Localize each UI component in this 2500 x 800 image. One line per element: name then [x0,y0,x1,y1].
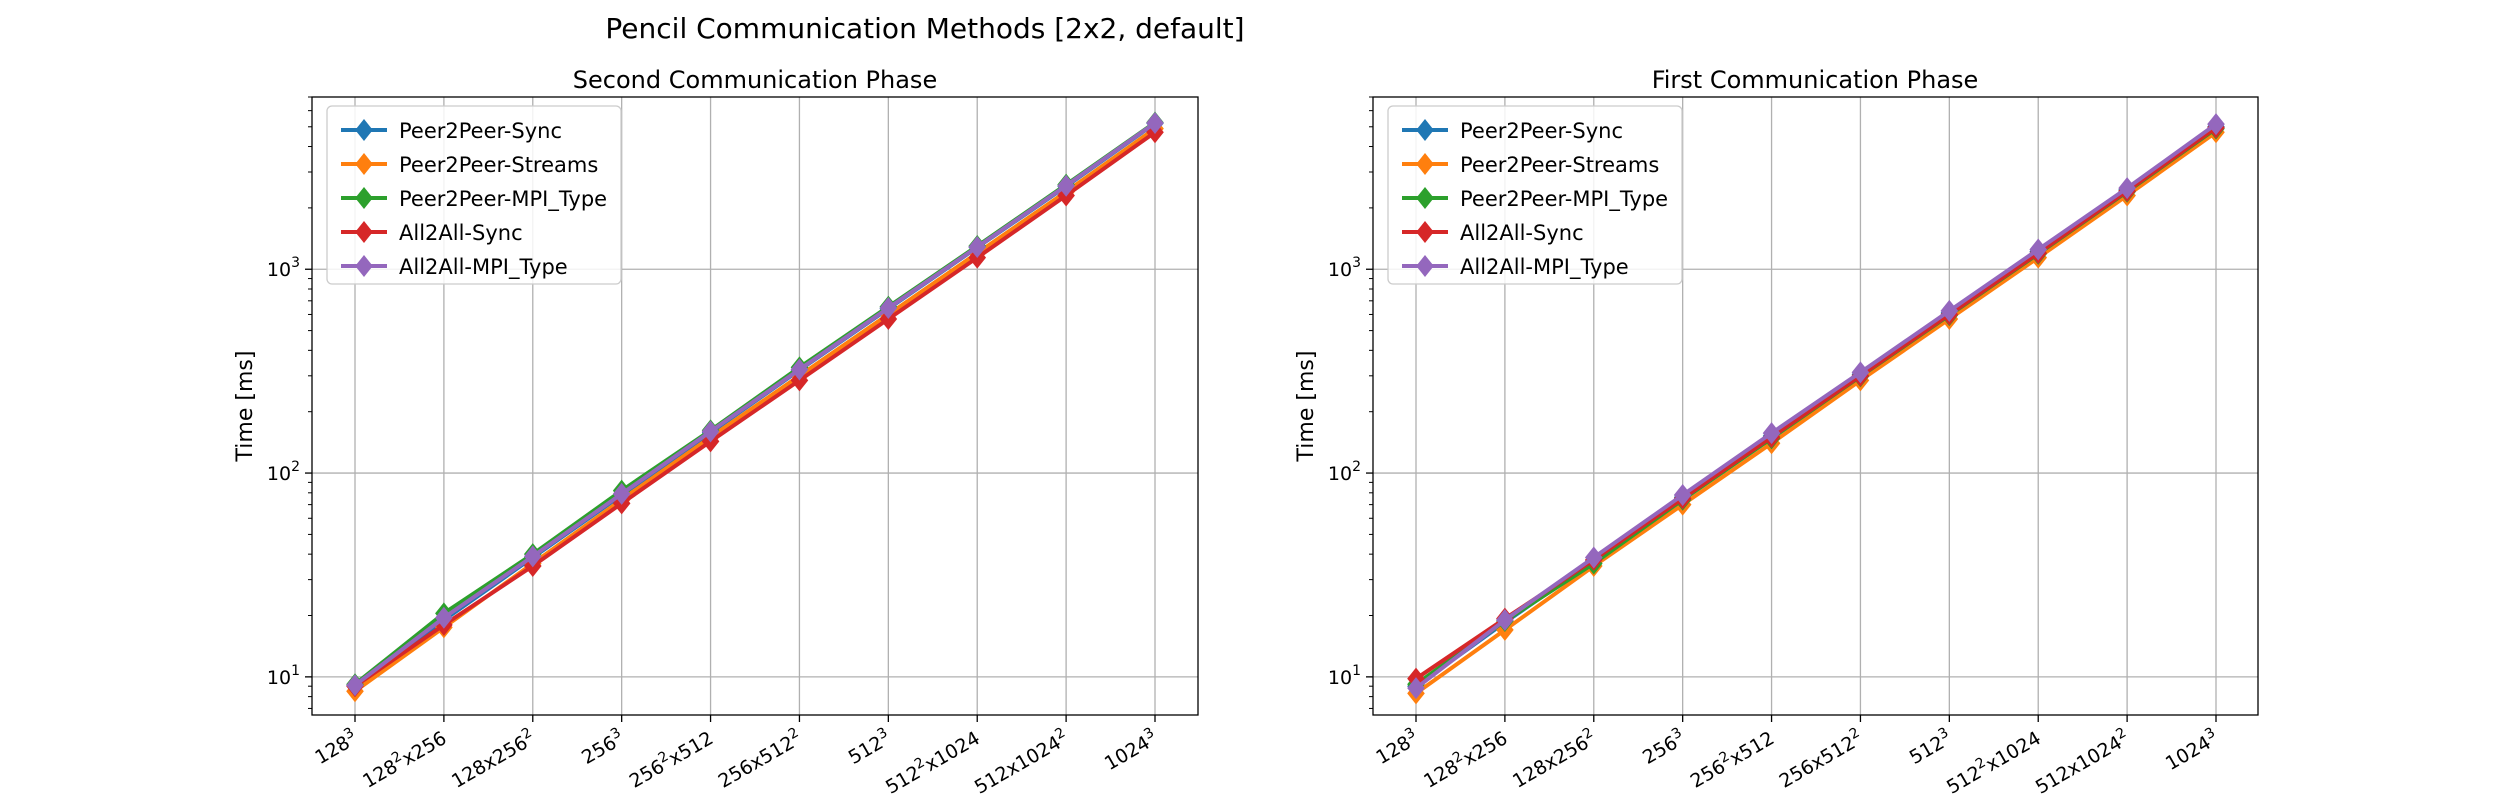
series-group [346,111,1164,703]
legend: Peer2Peer-Sync Peer2Peer-Streams Peer2Peer… [1387,105,1683,285]
x-tick-label: 5123​ [1904,725,1956,769]
legend-marker [355,221,373,243]
data-point [2118,177,2136,200]
legend-label: All2All-MPI_Type [399,255,568,280]
data-point [346,674,364,697]
data-point [1762,422,1781,445]
x-tick-label: 2562​x512 [1685,725,1778,793]
x-tick-label: 1283​ [310,725,362,769]
legend-label: All2All-MPI_Type [1460,255,1629,280]
x-tick-label: 256x5122​ [713,725,806,793]
data-point [2029,238,2048,261]
data-point [435,606,453,629]
legend-marker [355,187,373,209]
figure-title: Pencil Communication Methods [2x2, defau… [605,12,1244,45]
x-tick-label: 5122​x1024 [1941,725,2044,799]
legend-label: Peer2Peer-Streams [399,153,598,177]
legend-label: Peer2Peer-Sync [1460,119,1623,143]
x-tick-label: 1282​x256 [358,725,451,793]
axes-frame [1372,96,2259,716]
legend-marker [355,119,373,141]
x-tick-label: 512x10242​ [969,725,1072,799]
x-tick-label: 2562​x512 [624,725,717,793]
legend-label: All2All-Sync [1460,221,1584,245]
legend-marker [1416,221,1434,243]
y-tick-label: 101 [1328,663,1361,689]
y-tick-label: 103 [1328,255,1361,281]
x-tick-label: 1282​x256 [1419,725,1512,793]
data-point [1940,299,1959,322]
legend-label: All2All-Sync [399,221,523,245]
x-tick-label: 512x10242​ [2030,725,2133,799]
legend-marker [355,255,373,277]
y-axis-label: Time [ms] [1294,351,1319,463]
legend-box [1387,105,1683,285]
y-ticks: 101 102 103 [1328,96,1373,709]
panel-title: First Communication Phase [1652,66,1979,94]
x-tick-label: 2563​ [577,725,629,769]
series-line [353,130,1157,688]
x-tick-label: 5122​x1024 [880,725,983,799]
data-point [1146,111,1164,134]
legend-label: Peer2Peer-Streams [1460,153,1659,177]
legend-marker [1416,187,1434,209]
legend-marker [1416,119,1434,141]
x-tick-label: 5123​ [843,725,895,769]
y-tick-label: 101 [267,663,300,689]
x-tick-label: 1283​ [1371,725,1423,769]
legend-label: Peer2Peer-MPI_Type [1460,187,1668,212]
data-point [1407,677,1425,700]
axes-frame [311,96,1199,716]
panel-title: Second Communication Phase [573,66,937,94]
series-line [353,121,1157,687]
data-point [1584,546,1603,569]
data-point [879,297,898,320]
data-point [1057,174,1075,197]
x-tick-label: 10243​ [1099,725,1161,775]
data-point [612,482,631,505]
data-point [701,420,720,443]
data-point [968,236,987,259]
y-axis-label: Time [ms] [233,351,258,463]
legend-label: Peer2Peer-MPI_Type [399,187,607,212]
series-group [1407,113,2225,705]
data-point [523,545,542,568]
data-point [1673,484,1692,507]
legend-marker [355,153,373,175]
data-point [1496,609,1514,632]
legend-marker [1416,255,1434,277]
x-tick-label: 128x2562​ [1507,725,1600,793]
x-tick-label: 256x5122​ [1774,725,1867,793]
series-line [1414,130,2218,695]
legend-label: Peer2Peer-Sync [399,119,562,143]
legend-box [326,105,622,285]
y-tick-label: 102 [1328,459,1361,485]
x-tick-label: 128x2562​ [446,725,539,793]
y-tick-label: 102 [267,459,300,485]
data-point [2207,113,2225,136]
data-point [1851,361,1870,384]
x-tick-label: 2563​ [1638,725,1690,769]
x-tick-label: 10243​ [2160,725,2222,775]
data-point [790,358,809,381]
y-tick-label: 103 [267,255,300,281]
series-line [1414,122,2218,690]
legend-marker [1416,153,1434,175]
legend: Peer2Peer-Sync Peer2Peer-Streams Peer2Peer… [326,105,622,285]
y-ticks: 101 102 103 [267,96,312,709]
